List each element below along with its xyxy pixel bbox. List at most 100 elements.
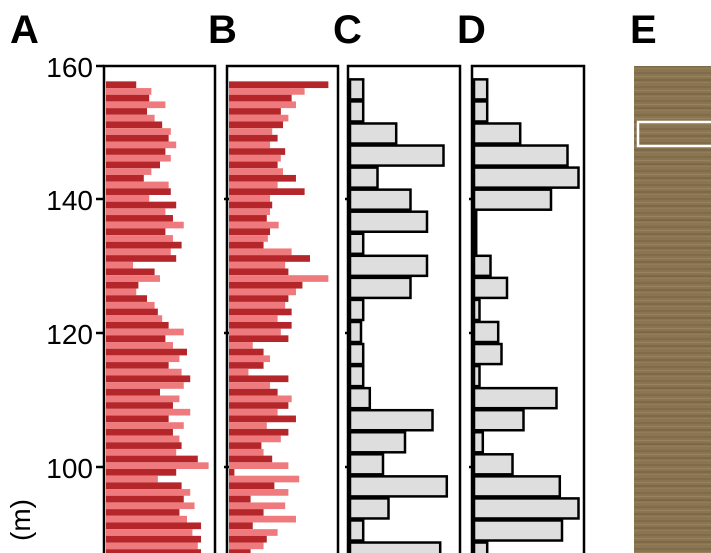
panel-d-bar [472, 453, 514, 476]
panel-c-bar [348, 408, 434, 432]
panel-b-bar [229, 94, 292, 102]
panel-b-bar [229, 489, 289, 496]
panel-a-bar [106, 81, 137, 89]
panel-a-bar [106, 201, 177, 209]
panel-b-bar [229, 408, 278, 416]
panel-a-bar [106, 108, 148, 115]
panel-b-bar [229, 315, 278, 322]
panel-b-bar [229, 181, 278, 189]
panel-c-bar [348, 276, 412, 300]
panel-a-bar [106, 275, 160, 282]
panel-b-bar [229, 402, 289, 409]
panel-a-bar [106, 161, 160, 169]
panel-d-bar [472, 210, 478, 233]
panel-a-bar [106, 215, 173, 222]
y-axis-title: (m) [5, 499, 36, 541]
panel-a-bar [106, 375, 191, 383]
panel-b-bar [229, 362, 264, 369]
panel-d-bar [472, 364, 481, 388]
panel-a-bar [106, 495, 184, 503]
panel-d-bar [472, 232, 478, 256]
panel-a-bar [106, 455, 198, 463]
panel-a-bar [106, 489, 191, 496]
panel-b-bar [229, 134, 278, 142]
panel-b-bar [229, 542, 264, 550]
panel-a-bar [106, 208, 166, 216]
y-tick-label-140: 140 [46, 185, 93, 216]
panel-d-bar [472, 144, 569, 167]
panel-c-bar [348, 298, 365, 322]
panel-b-bar [229, 535, 267, 543]
panel-a-bar [106, 295, 148, 302]
panel-b-bar [229, 308, 292, 316]
panel-b-bar [229, 435, 281, 443]
panel-b-bar [229, 261, 286, 269]
panel-b-bar [229, 228, 271, 236]
panel-d-bar [472, 386, 558, 410]
panel-a-bar [106, 395, 180, 403]
panel-b-bar [229, 221, 279, 229]
panel-a [106, 81, 209, 553]
panel-a-bar [106, 522, 202, 530]
panel-a-bar [106, 101, 166, 109]
panel-b-bar [229, 141, 271, 149]
panel-d-frame [470, 64, 586, 553]
panel-b-bar [229, 101, 296, 109]
panel-d-bar [472, 342, 503, 366]
panel-b-bar [229, 482, 275, 490]
panel-a-bar [106, 154, 171, 162]
panel-b-bar [229, 529, 278, 536]
panel-d-bar [472, 254, 492, 278]
panel-a-bar [106, 509, 180, 516]
panel-b-bar [229, 241, 264, 249]
panel-d-bar [472, 519, 564, 542]
panel-a-bar [106, 402, 173, 409]
panel-a-bar [106, 94, 150, 102]
panel-d-bar [472, 541, 489, 553]
panel-a-bar [106, 328, 184, 336]
panel-a-bar [106, 301, 155, 309]
panel-a-bar [106, 448, 177, 456]
panel-d-bar [472, 475, 562, 498]
panel-a-bar [106, 422, 184, 429]
panel-b-bar [229, 388, 278, 396]
core-photograph [634, 66, 711, 553]
panel-b-bar [229, 188, 305, 195]
panel-a-frame [102, 64, 217, 553]
panel-c-bar [348, 453, 385, 476]
panel-a-bar [106, 382, 184, 389]
panel-a-bar [106, 515, 187, 523]
panel-b [229, 81, 329, 553]
panel-b-bar [229, 121, 283, 129]
panel-d-bar [472, 188, 553, 211]
panel-b-bar [229, 509, 264, 516]
panel-a-bar [106, 241, 182, 249]
panel-d-bar [472, 320, 500, 344]
panel-b-bar [229, 88, 305, 95]
panel-c-bar [348, 100, 365, 123]
panel-d-bar [472, 497, 580, 520]
panel-a-bar [106, 549, 202, 553]
panel-b-bar [229, 428, 289, 436]
panel-a-bar [106, 128, 171, 135]
panel-d-bar [472, 78, 489, 101]
panel-d-bar [472, 122, 522, 145]
panel-b-bar [229, 475, 300, 483]
panel-b-bar [229, 194, 271, 202]
panel-d-bar [472, 276, 509, 300]
panel-letter-c: C [333, 8, 362, 52]
panel-b-bar [229, 382, 271, 389]
panel-a-bar [106, 188, 171, 195]
panel-a-bar [106, 174, 144, 182]
panel-b-bar [229, 355, 271, 363]
panel-a-bar [106, 321, 169, 329]
panel-b-bar [229, 81, 329, 89]
y-tick-label-100: 100 [46, 453, 93, 484]
panel-letter-e: E [630, 8, 657, 52]
panel-b-bar [229, 161, 278, 169]
panel-c-bar [348, 254, 429, 278]
panel-c-bar [348, 166, 379, 189]
panel-b-bar [229, 502, 286, 510]
panel-b-bar [229, 321, 292, 329]
